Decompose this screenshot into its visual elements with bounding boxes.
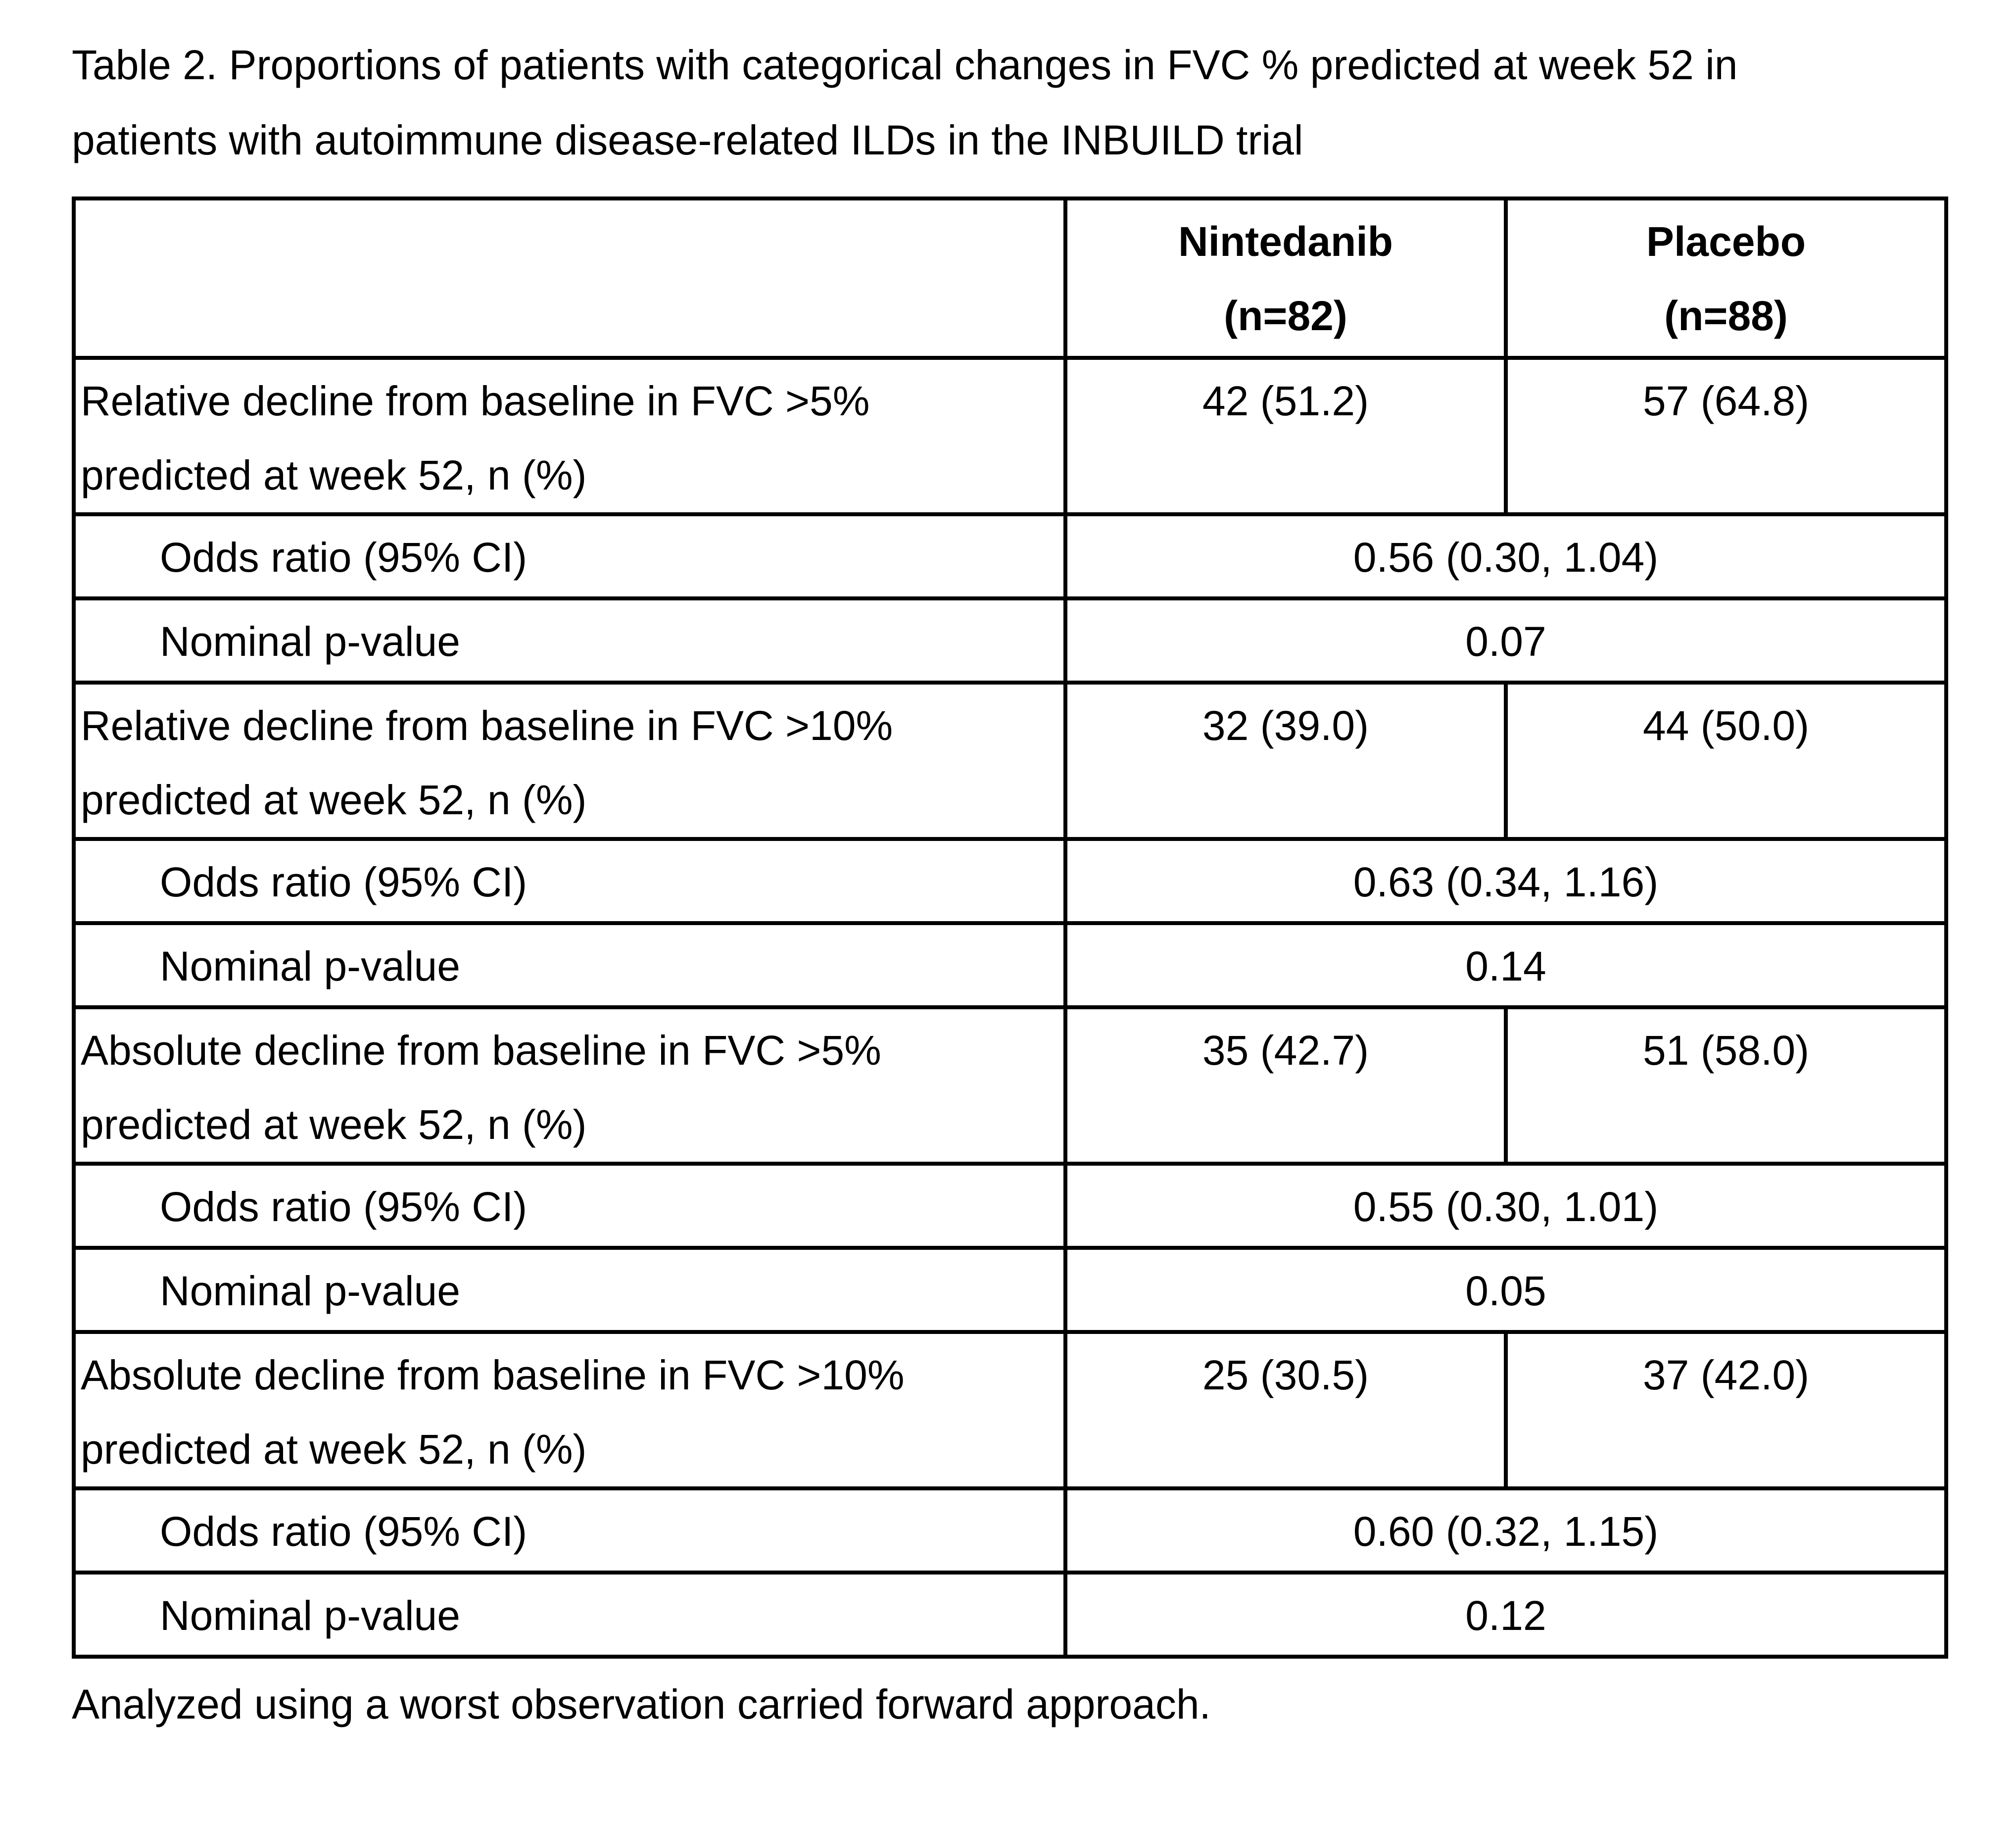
column-n-placebo: (n=88) [1664, 293, 1788, 339]
value-cell-nintedanib: 35 (42.7) [1063, 1005, 1508, 1166]
measure-label-line2: predicted at week 52, n (%) [81, 1101, 587, 1148]
measure-label: Relative decline from baseline in FVC >1… [72, 681, 1067, 841]
measure-row-relative-10: Relative decline from baseline in FVC >1… [72, 681, 1948, 841]
value-cell-nintedanib: 32 (39.0) [1063, 681, 1508, 841]
p-value-label: Nominal p-value [72, 1246, 1067, 1334]
p-value-value: 0.14 [1063, 921, 1948, 1009]
value-cell-placebo: 51 (58.0) [1504, 1005, 1948, 1166]
document-page: Table 2. Proportions of patients with ca… [72, 27, 1948, 1727]
odds-ratio-value: 0.60 (0.32, 1.15) [1063, 1486, 1948, 1575]
results-table: Nintedanib (n=82) Placebo (n=88) Relativ… [72, 197, 1948, 1659]
p-value-label: Nominal p-value [72, 596, 1067, 685]
measure-label-line2: predicted at week 52, n (%) [81, 777, 587, 823]
table-title: Table 2. Proportions of patients with ca… [72, 27, 1944, 178]
measure-label-line1: Absolute decline from baseline in FVC >1… [81, 1352, 905, 1398]
odds-ratio-label: Odds ratio (95% CI) [72, 1162, 1067, 1250]
footnote: Analyzed using a worst observation carri… [72, 1681, 1211, 1727]
header-cell-nintedanib: Nintedanib (n=82) [1063, 197, 1508, 360]
measure-label: Relative decline from baseline in FVC >5… [72, 356, 1067, 516]
odds-ratio-row-relative-5: Odds ratio (95% CI) 0.56 (0.30, 1.04) [72, 512, 1948, 600]
odds-ratio-value: 0.55 (0.30, 1.01) [1063, 1162, 1948, 1250]
measure-row-absolute-10: Absolute decline from baseline in FVC >1… [72, 1330, 1948, 1490]
value-cell-placebo: 57 (64.8) [1504, 356, 1948, 516]
p-value-row-relative-5: Nominal p-value 0.07 [72, 596, 1948, 685]
measure-label-line1: Relative decline from baseline in FVC >1… [81, 702, 893, 749]
measure-label-line1: Absolute decline from baseline in FVC >5… [81, 1027, 881, 1074]
p-value-value: 0.07 [1063, 596, 1948, 685]
odds-ratio-value: 0.63 (0.34, 1.16) [1063, 837, 1948, 925]
odds-ratio-label: Odds ratio (95% CI) [72, 837, 1067, 925]
measure-label: Absolute decline from baseline in FVC >1… [72, 1330, 1067, 1490]
odds-ratio-row-absolute-5: Odds ratio (95% CI) 0.55 (0.30, 1.01) [72, 1162, 1948, 1250]
odds-ratio-value: 0.56 (0.30, 1.04) [1063, 512, 1948, 600]
p-value-label: Nominal p-value [72, 921, 1067, 1009]
p-value-row-absolute-10: Nominal p-value 0.12 [72, 1571, 1948, 1659]
value-cell-nintedanib: 25 (30.5) [1063, 1330, 1508, 1490]
p-value-value: 0.12 [1063, 1571, 1948, 1659]
measure-row-absolute-5: Absolute decline from baseline in FVC >5… [72, 1005, 1948, 1166]
odds-ratio-label: Odds ratio (95% CI) [72, 1486, 1067, 1575]
measure-row-relative-5: Relative decline from baseline in FVC >5… [72, 356, 1948, 516]
p-value-value: 0.05 [1063, 1246, 1948, 1334]
column-name-placebo: Placebo [1646, 218, 1806, 265]
p-value-label: Nominal p-value [72, 1571, 1067, 1659]
table-title-line1: Table 2. Proportions of patients with ca… [72, 42, 1738, 88]
measure-label: Absolute decline from baseline in FVC >5… [72, 1005, 1067, 1166]
value-cell-placebo: 37 (42.0) [1504, 1330, 1948, 1490]
column-name-nintedanib: Nintedanib [1178, 218, 1393, 265]
header-cell-placebo: Placebo (n=88) [1504, 197, 1948, 360]
odds-ratio-row-absolute-10: Odds ratio (95% CI) 0.60 (0.32, 1.15) [72, 1486, 1948, 1575]
value-cell-placebo: 44 (50.0) [1504, 681, 1948, 841]
measure-label-line1: Relative decline from baseline in FVC >5… [81, 378, 870, 424]
odds-ratio-label: Odds ratio (95% CI) [72, 512, 1067, 600]
p-value-row-relative-10: Nominal p-value 0.14 [72, 921, 1948, 1009]
header-empty-cell [72, 197, 1067, 360]
header-row: Nintedanib (n=82) Placebo (n=88) [72, 197, 1948, 360]
table-title-line2: patients with autoimmune disease-related… [72, 117, 1303, 163]
value-cell-nintedanib: 42 (51.2) [1063, 356, 1508, 516]
measure-label-line2: predicted at week 52, n (%) [81, 1426, 587, 1473]
p-value-row-absolute-5: Nominal p-value 0.05 [72, 1246, 1948, 1334]
column-n-nintedanib: (n=82) [1224, 293, 1347, 339]
measure-label-line2: predicted at week 52, n (%) [81, 452, 587, 498]
odds-ratio-row-relative-10: Odds ratio (95% CI) 0.63 (0.34, 1.16) [72, 837, 1948, 925]
